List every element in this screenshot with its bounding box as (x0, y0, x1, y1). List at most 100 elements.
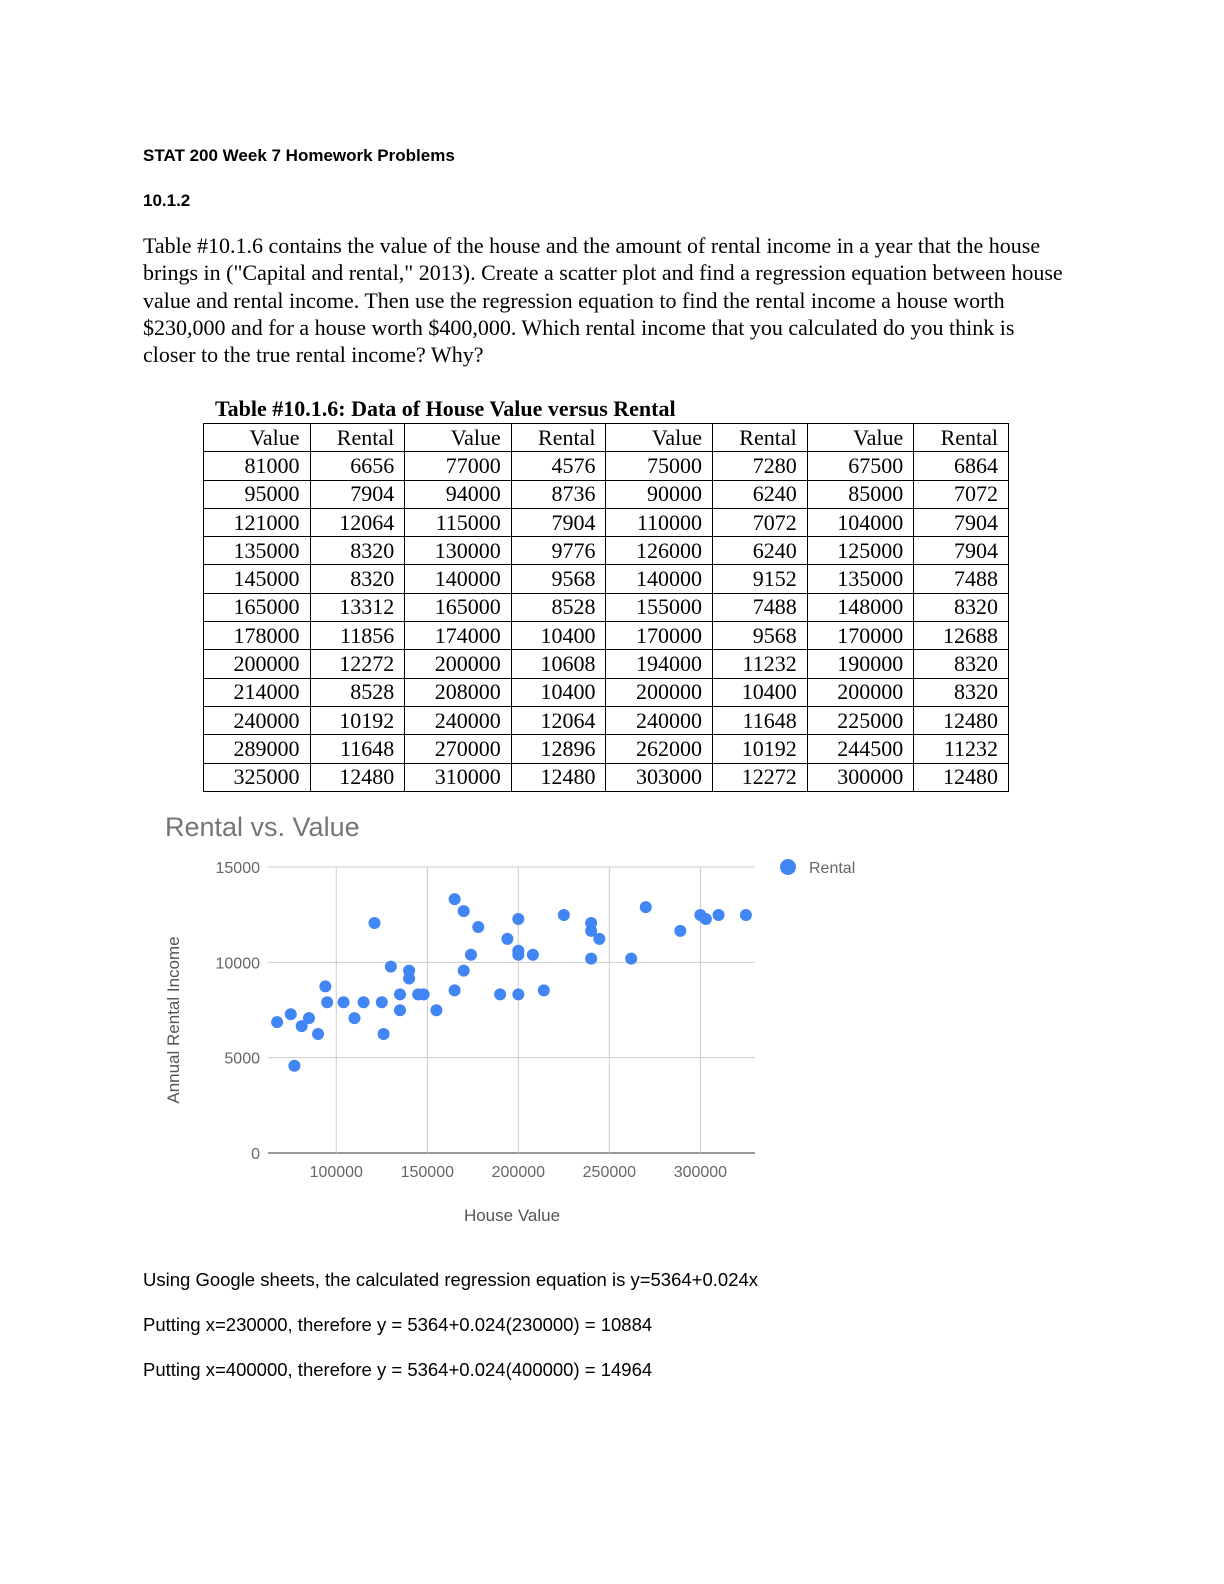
table-cell: 300000 (806, 762, 915, 792)
point (712, 909, 725, 922)
point (384, 960, 397, 973)
table-cell: 240000 (404, 705, 512, 736)
point (472, 920, 485, 933)
point (512, 913, 525, 926)
point (593, 932, 606, 945)
data-table: Value Rental Value Rental Value Rental Value Re… (203, 422, 1009, 792)
x-tick-label: 100000 (310, 1164, 363, 1181)
table-cell: 7072 (712, 507, 808, 538)
table-cell: 7488 (712, 592, 808, 623)
table-cell: 7904 (913, 536, 1009, 566)
point (501, 932, 514, 945)
table-cell: 8320 (913, 649, 1009, 679)
table-cell: 12064 (510, 705, 607, 736)
doc-title: STAT 200 Week 7 Homework Problems (143, 146, 455, 165)
table-cell: 262000 (605, 734, 714, 764)
table-row: 81000 6656 77000 4576 75000 7280 67500 6864 (203, 451, 1009, 481)
table-cell: 11648 (309, 734, 406, 764)
x-tick-label: 250000 (583, 1164, 636, 1181)
table-cell: 10192 (712, 734, 808, 764)
point (585, 924, 598, 937)
point (639, 901, 652, 914)
table-cell: 85000 (806, 479, 915, 509)
y-tick-label: 0 (251, 1146, 260, 1163)
point (375, 996, 388, 1009)
point (319, 980, 332, 993)
point (625, 952, 638, 965)
table-row: 165000 13312 165000 8528 155000 7488 148000 832… (203, 592, 1009, 623)
point (302, 1012, 315, 1025)
table-cell: 170000 (806, 621, 915, 651)
y-tick-label: 5000 (224, 1051, 260, 1068)
table-cell: 12480 (913, 762, 1009, 792)
table-cell: 12480 (510, 762, 607, 792)
table-row: 200000 12272 200000 10608 194000 11232 190000 8… (203, 649, 1009, 679)
point (526, 948, 539, 961)
table-cell: 126000 (605, 536, 714, 566)
table-cell: 7904 (309, 479, 406, 509)
table-cell: 140000 (605, 564, 714, 594)
answer-line: Putting x=230000, therefore y = 5364+0.0… (143, 1314, 653, 1335)
table-cell: 155000 (605, 592, 714, 623)
table-cell: 11856 (309, 621, 406, 651)
point (537, 984, 550, 997)
table-cell: 208000 (404, 677, 512, 707)
table-row: 240000 10192 240000 12064 240000 11648 225000 1… (203, 705, 1009, 736)
y-tick-label: 10000 (216, 955, 261, 972)
table-cell: 77000 (404, 451, 512, 481)
table-cell: 11648 (712, 705, 808, 736)
table-cell: 165000 (203, 592, 311, 623)
point (448, 984, 461, 997)
y-axis-title: Annual Rental Income (164, 936, 183, 1103)
table-cell: 145000 (203, 564, 311, 594)
table-cell: 214000 (203, 677, 311, 707)
table-row: 145000 8320 140000 9568 140000 9152 135000 7488 (203, 564, 1009, 594)
table-cell: 10400 (510, 677, 607, 707)
table-cell: 7280 (712, 451, 808, 481)
table-cell: 11232 (913, 734, 1009, 764)
header-cell: Value (203, 422, 311, 453)
table-cell: 9776 (510, 536, 607, 566)
table-cell: 8528 (309, 677, 406, 707)
table-row: 135000 8320 130000 9776 126000 6240 125000 7904 (203, 536, 1009, 566)
point (403, 972, 416, 985)
point (393, 1004, 406, 1017)
table-cell: 90000 (605, 479, 714, 509)
table-row: 214000 8528 208000 10400 200000 10400 200000 83… (203, 677, 1009, 707)
table-cell: 225000 (806, 705, 915, 736)
table-cell: 244500 (806, 734, 915, 764)
table-cell: 10400 (712, 677, 808, 707)
table-cell: 200000 (605, 677, 714, 707)
table-cell: 303000 (605, 762, 714, 792)
table-cell: 10192 (309, 705, 406, 736)
table-cell: 121000 (203, 507, 311, 538)
table-cell: 12272 (309, 649, 406, 679)
header-cell: Value (605, 422, 714, 453)
table-cell: 115000 (404, 507, 512, 538)
point (739, 909, 752, 922)
table-cell: 200000 (404, 649, 512, 679)
answer-line: Using Google sheets, the calculated regr… (143, 1269, 759, 1290)
table-cell: 194000 (605, 649, 714, 679)
point (284, 1008, 297, 1021)
table-cell: 148000 (806, 592, 915, 623)
table-cell: 8528 (510, 592, 607, 623)
problem-number: 10.1.2 (143, 191, 191, 210)
table-cell: 12896 (510, 734, 607, 764)
chart: Rental vs. Value House Value Annual Rent… (164, 812, 855, 1225)
table-cell: 140000 (404, 564, 512, 594)
table-cell: 6240 (712, 479, 808, 509)
chart-title: Rental vs. Value (165, 812, 360, 842)
point (512, 988, 525, 1001)
point (357, 996, 370, 1009)
point (457, 964, 470, 977)
table-cell: 12480 (309, 762, 406, 792)
header-cell: Value (806, 422, 915, 453)
point (377, 1028, 390, 1041)
table-cell: 12272 (712, 762, 808, 792)
header-row: Value Rental Value Rental Value Rental Value Re… (203, 422, 1009, 453)
header-cell: Rental (510, 422, 607, 453)
table-cell: 200000 (806, 677, 915, 707)
table-cell: 12064 (309, 507, 406, 538)
